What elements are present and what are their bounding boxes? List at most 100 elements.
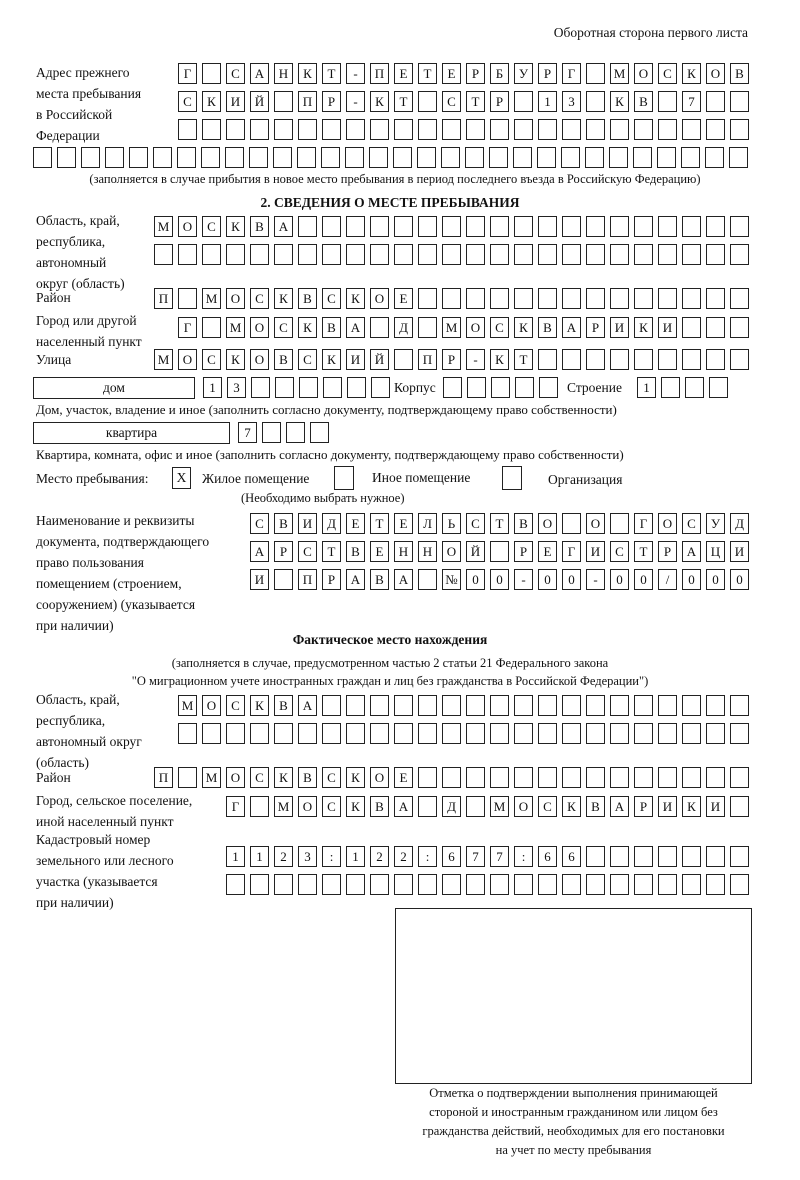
char-cell[interactable] xyxy=(418,91,437,112)
char-cell[interactable]: М xyxy=(226,317,245,338)
char-cell[interactable] xyxy=(634,723,653,744)
char-cell[interactable]: Д xyxy=(730,513,749,534)
char-cell[interactable]: О xyxy=(538,513,557,534)
char-cell[interactable] xyxy=(706,695,725,716)
char-cell[interactable] xyxy=(610,723,629,744)
char-cell[interactable]: И xyxy=(610,317,629,338)
char-cell[interactable]: 0 xyxy=(610,569,629,590)
char-cell[interactable] xyxy=(394,874,413,895)
char-cell[interactable]: К xyxy=(346,767,365,788)
char-cell[interactable]: К xyxy=(634,317,653,338)
char-cell[interactable]: 0 xyxy=(634,569,653,590)
char-cell[interactable] xyxy=(442,216,461,237)
char-cell[interactable] xyxy=(634,349,653,370)
char-cell[interactable] xyxy=(274,723,293,744)
char-cell[interactable] xyxy=(610,513,629,534)
char-cell[interactable]: Т xyxy=(394,91,413,112)
char-cell[interactable] xyxy=(466,695,485,716)
char-cell[interactable] xyxy=(610,119,629,140)
char-cell[interactable]: Г xyxy=(226,796,245,817)
char-cell[interactable] xyxy=(370,695,389,716)
char-cell[interactable] xyxy=(658,244,677,265)
char-cell[interactable] xyxy=(249,147,268,168)
char-cell[interactable]: К xyxy=(274,767,293,788)
char-cell[interactable] xyxy=(418,695,437,716)
char-cell[interactable] xyxy=(514,119,533,140)
char-cell[interactable] xyxy=(275,377,294,398)
char-cell[interactable]: Й xyxy=(466,541,485,562)
char-cell[interactable] xyxy=(586,846,605,867)
char-cell[interactable] xyxy=(562,513,581,534)
char-cell[interactable] xyxy=(298,723,317,744)
char-cell[interactable] xyxy=(251,377,270,398)
char-cell[interactable] xyxy=(442,695,461,716)
char-cell[interactable] xyxy=(310,422,329,443)
char-cell[interactable] xyxy=(226,244,245,265)
char-cell[interactable] xyxy=(466,796,485,817)
char-cell[interactable] xyxy=(393,147,412,168)
char-cell[interactable] xyxy=(658,723,677,744)
char-cell[interactable]: М xyxy=(202,767,221,788)
char-cell[interactable]: И xyxy=(658,317,677,338)
char-cell[interactable] xyxy=(57,147,76,168)
char-cell[interactable]: В xyxy=(346,541,365,562)
char-cell[interactable]: Т xyxy=(514,349,533,370)
char-cell[interactable]: Р xyxy=(442,349,461,370)
char-cell[interactable]: И xyxy=(298,513,317,534)
char-cell[interactable]: Б xyxy=(490,63,509,84)
char-cell[interactable] xyxy=(586,288,605,309)
char-cell[interactable]: С xyxy=(250,513,269,534)
char-cell[interactable] xyxy=(202,119,221,140)
char-cell[interactable] xyxy=(730,723,749,744)
char-cell[interactable] xyxy=(682,846,701,867)
char-cell[interactable] xyxy=(154,244,173,265)
char-cell[interactable] xyxy=(467,377,486,398)
char-cell[interactable] xyxy=(297,147,316,168)
char-cell[interactable]: О xyxy=(706,63,725,84)
char-cell[interactable] xyxy=(226,119,245,140)
house-type-field[interactable]: дом xyxy=(33,377,195,399)
stroenie-row[interactable]: 1 xyxy=(637,377,733,399)
char-cell[interactable] xyxy=(539,377,558,398)
char-cell[interactable]: 0 xyxy=(682,569,701,590)
char-cell[interactable]: 1 xyxy=(203,377,222,398)
char-cell[interactable] xyxy=(586,349,605,370)
char-cell[interactable] xyxy=(682,349,701,370)
char-cell[interactable] xyxy=(346,244,365,265)
char-cell[interactable]: С xyxy=(658,63,677,84)
char-cell[interactable] xyxy=(298,216,317,237)
char-cell[interactable]: С xyxy=(322,767,341,788)
char-cell[interactable]: Р xyxy=(634,796,653,817)
char-cell[interactable]: Г xyxy=(178,63,197,84)
char-cell[interactable]: : xyxy=(418,846,437,867)
char-cell[interactable]: Р xyxy=(490,91,509,112)
char-cell[interactable] xyxy=(586,767,605,788)
char-cell[interactable]: Р xyxy=(322,569,341,590)
char-cell[interactable] xyxy=(562,244,581,265)
char-cell[interactable] xyxy=(81,147,100,168)
char-cell[interactable]: П xyxy=(418,349,437,370)
char-cell[interactable] xyxy=(202,244,221,265)
char-cell[interactable] xyxy=(562,216,581,237)
char-cell[interactable] xyxy=(442,244,461,265)
char-cell[interactable] xyxy=(322,723,341,744)
char-cell[interactable]: Т xyxy=(418,63,437,84)
char-cell[interactable] xyxy=(274,569,293,590)
char-cell[interactable] xyxy=(706,767,725,788)
char-cell[interactable] xyxy=(610,695,629,716)
char-cell[interactable] xyxy=(370,119,389,140)
char-cell[interactable] xyxy=(466,874,485,895)
char-cell[interactable] xyxy=(513,147,532,168)
char-cell[interactable] xyxy=(661,377,680,398)
char-cell[interactable]: К xyxy=(370,91,389,112)
char-cell[interactable]: К xyxy=(226,216,245,237)
char-cell[interactable] xyxy=(729,147,748,168)
char-cell[interactable]: Е xyxy=(394,63,413,84)
char-cell[interactable] xyxy=(490,767,509,788)
char-cell[interactable]: 1 xyxy=(346,846,365,867)
char-cell[interactable]: Р xyxy=(586,317,605,338)
char-cell[interactable]: В xyxy=(322,317,341,338)
char-cell[interactable] xyxy=(322,244,341,265)
